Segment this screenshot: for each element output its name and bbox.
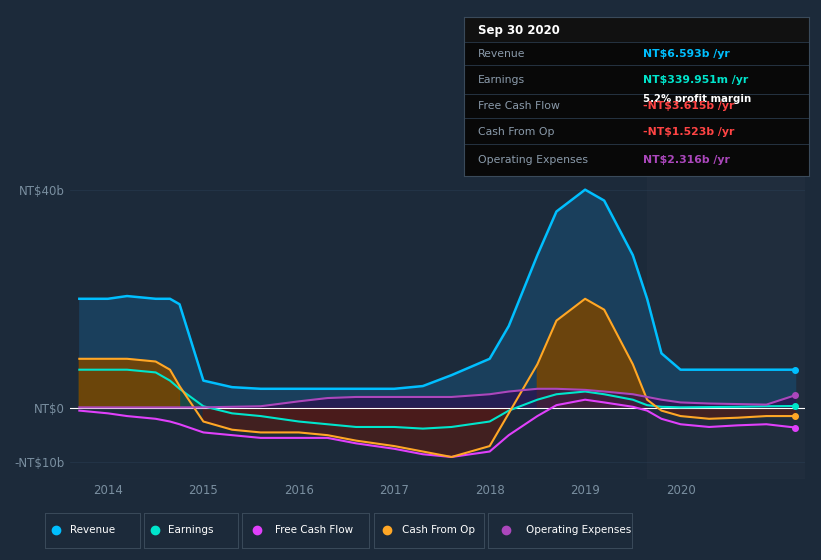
Text: Cash From Op: Cash From Op <box>402 525 475 535</box>
Text: NT$6.593b /yr: NT$6.593b /yr <box>643 49 730 59</box>
Text: Operating Expenses: Operating Expenses <box>478 155 588 165</box>
Text: Cash From Op: Cash From Op <box>478 127 554 137</box>
Text: Free Cash Flow: Free Cash Flow <box>478 101 560 111</box>
Text: 5.2% profit margin: 5.2% profit margin <box>643 94 751 104</box>
Text: Revenue: Revenue <box>478 49 525 59</box>
Text: -NT$1.523b /yr: -NT$1.523b /yr <box>643 127 735 137</box>
Bar <box>647 162 805 479</box>
Text: NT$339.951m /yr: NT$339.951m /yr <box>643 75 749 85</box>
Text: Earnings: Earnings <box>478 75 525 85</box>
Text: Earnings: Earnings <box>168 525 213 535</box>
Bar <box>464 17 809 43</box>
Text: Free Cash Flow: Free Cash Flow <box>275 525 353 535</box>
Text: Operating Expenses: Operating Expenses <box>526 525 631 535</box>
Text: NT$2.316b /yr: NT$2.316b /yr <box>643 155 730 165</box>
Text: -NT$3.615b /yr: -NT$3.615b /yr <box>643 101 735 111</box>
Text: Revenue: Revenue <box>70 525 115 535</box>
Text: Sep 30 2020: Sep 30 2020 <box>478 24 560 37</box>
